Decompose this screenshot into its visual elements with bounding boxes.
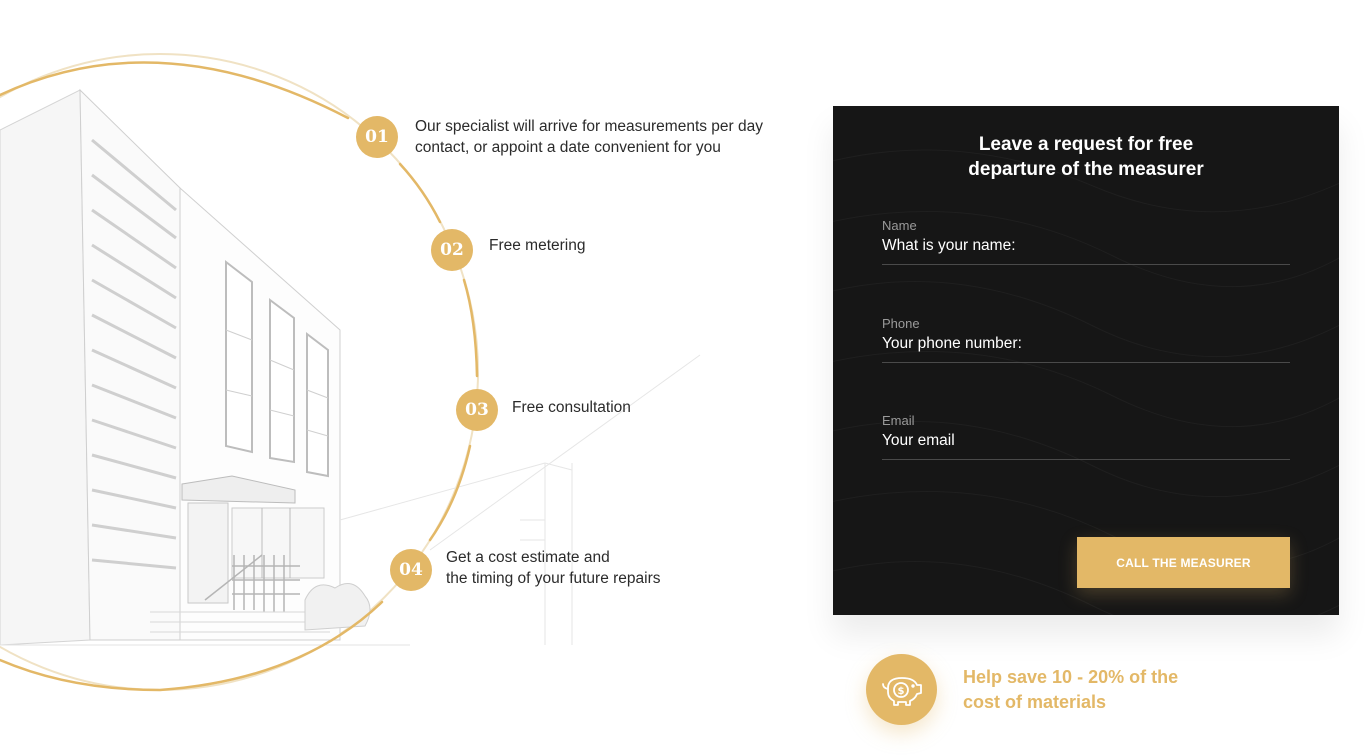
phone-field-label: Phone	[882, 316, 920, 331]
step-description: Free consultation	[512, 397, 631, 418]
savings-line: Help save 10 - 20% of the	[963, 666, 1179, 687]
phone-field: Phone	[882, 316, 1290, 363]
step-line: contact, or appoint a date convenient fo…	[415, 139, 721, 156]
name-field: Name	[882, 218, 1290, 265]
step-1: 01 Our specialist will arrive for measur…	[356, 116, 763, 158]
phone-input[interactable]	[882, 334, 1290, 354]
step-line: Free consultation	[512, 399, 631, 416]
step-description: Free metering	[489, 235, 585, 256]
step-line: Our specialist will arrive for measureme…	[415, 118, 764, 135]
step-4: 04 Get a cost estimate and the timing of…	[390, 549, 661, 591]
step-line: the timing of your future repairs	[446, 570, 661, 587]
piggy-bank-icon: $	[866, 654, 937, 725]
form-title: Leave a request for free departure of th…	[833, 132, 1339, 182]
form-title-line: Leave a request for free	[978, 134, 1194, 155]
step-number-badge: 01	[356, 116, 398, 158]
step-description: Our specialist will arrive for measureme…	[415, 116, 763, 158]
request-form-panel: Leave a request for free departure of th…	[833, 106, 1339, 615]
name-input[interactable]	[882, 236, 1290, 256]
step-line: Get a cost estimate and	[446, 549, 610, 566]
form-title-line: departure of the measurer	[968, 159, 1204, 180]
step-line: Free metering	[489, 237, 586, 254]
email-input[interactable]	[882, 431, 1290, 451]
building-illustration	[0, 53, 701, 692]
savings-text: Help save 10 - 20% of the cost of materi…	[963, 665, 1178, 715]
step-description: Get a cost estimate and the timing of yo…	[446, 547, 661, 589]
svg-text:$: $	[897, 686, 904, 697]
step-2: 02 Free metering	[431, 229, 585, 271]
savings-line: cost of materials	[963, 691, 1107, 712]
email-field-label: Email	[882, 413, 915, 428]
name-field-label: Name	[882, 218, 917, 233]
savings-note: $ Help save 10 - 20% of the cost of mate…	[866, 654, 1178, 725]
email-field: Email	[882, 413, 1290, 460]
step-number-badge: 02	[431, 229, 473, 271]
step-number-badge: 03	[456, 389, 498, 431]
building-sketch	[0, 53, 701, 692]
step-number-badge: 04	[390, 549, 432, 591]
step-3: 03 Free consultation	[456, 389, 631, 431]
call-measurer-button[interactable]: CALL THE MEASURER	[1077, 537, 1290, 588]
